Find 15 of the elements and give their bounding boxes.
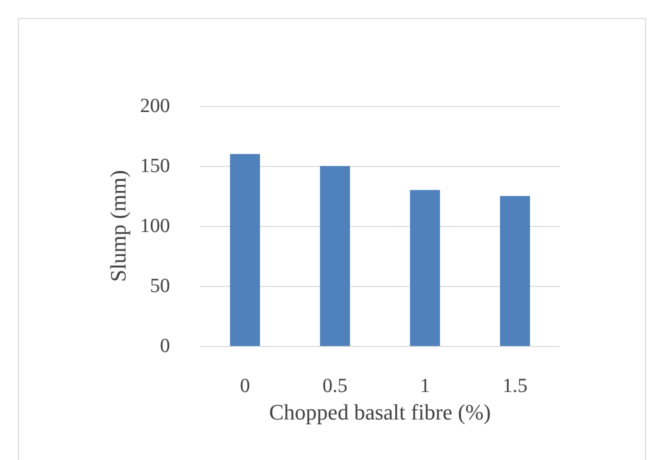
y-axis-title: Slump (mm)	[106, 170, 131, 282]
y-tick-label: 50	[150, 275, 170, 297]
x-axis-title: Chopped basalt fibre (%)	[269, 399, 491, 424]
x-tick-label: 1.5	[502, 375, 528, 397]
bar	[500, 196, 530, 346]
y-tick-label: 150	[140, 155, 170, 177]
y-tick-label: 0	[160, 335, 170, 357]
bar	[320, 166, 350, 346]
x-tick-label: 1	[420, 375, 430, 397]
x-tick-label: 0.5	[322, 375, 348, 397]
y-tick-label: 200	[140, 95, 170, 117]
bar	[410, 190, 440, 346]
bar	[230, 154, 260, 346]
x-tick-label: 0	[240, 375, 250, 397]
y-tick-label: 100	[140, 215, 170, 237]
